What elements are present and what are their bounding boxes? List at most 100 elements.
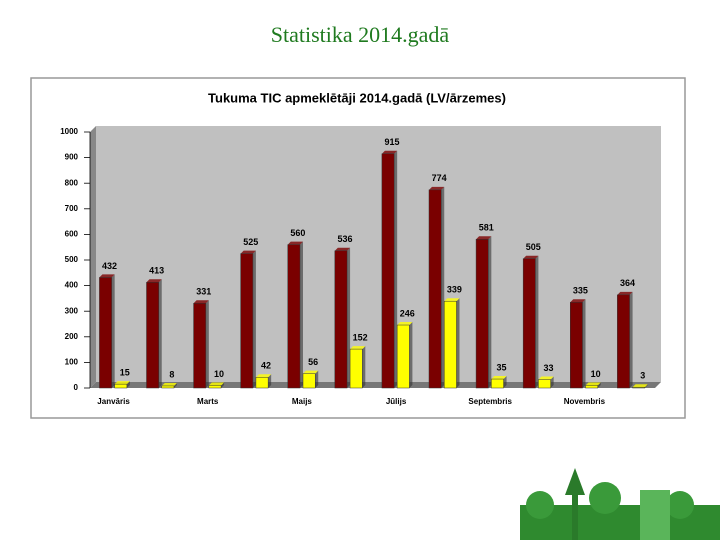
bar-top [617, 291, 633, 295]
bar [428, 189, 442, 389]
value-label: 3 [640, 371, 645, 381]
bar-top [302, 370, 319, 374]
bar [617, 294, 630, 389]
y-tick-label: 800 [65, 178, 79, 187]
value-label: 152 [353, 332, 368, 342]
bar [302, 373, 316, 389]
value-label: 10 [591, 369, 601, 379]
x-tick-label: Jūlijs [386, 397, 407, 406]
floor [90, 382, 661, 388]
value-label: 10 [214, 369, 224, 379]
bar-side [456, 298, 460, 388]
bar [161, 385, 175, 389]
y-tick-label: 500 [65, 255, 79, 264]
bar-side [362, 346, 366, 388]
value-label: 56 [308, 357, 318, 367]
y-tick-label: 100 [65, 358, 79, 367]
value-label: 915 [385, 137, 400, 147]
bar-top [570, 299, 586, 303]
bar-side [644, 384, 648, 388]
bar [334, 250, 348, 389]
value-label: 33 [544, 363, 554, 373]
value-label: 774 [432, 173, 447, 183]
bar [349, 348, 363, 389]
bar-top [632, 384, 648, 388]
value-label: 581 [479, 223, 494, 233]
bar-top [523, 255, 539, 259]
bar-side [205, 300, 209, 388]
value-label: 505 [526, 242, 541, 252]
bar-side [582, 299, 586, 388]
bar-side [315, 370, 319, 388]
bar [146, 282, 159, 389]
bar-side [597, 382, 601, 388]
y-tick-label: 900 [65, 153, 79, 162]
bar-top [397, 322, 413, 326]
footer-art [520, 468, 720, 540]
bar [255, 376, 269, 389]
side-wall [90, 126, 96, 388]
bar-side [221, 382, 225, 388]
y-tick-label: 1000 [60, 127, 78, 136]
bar [585, 385, 598, 389]
value-label: 339 [447, 285, 462, 295]
bar-side [347, 247, 351, 388]
value-label: 331 [196, 287, 211, 297]
bar [570, 301, 583, 389]
value-label: 525 [243, 237, 258, 247]
bar-top [491, 376, 507, 380]
x-tick-label: Maijs [292, 397, 313, 406]
value-label: 35 [496, 362, 506, 372]
bar [208, 385, 222, 389]
bar-top [429, 186, 445, 190]
value-label: 560 [290, 228, 305, 238]
bar-top [193, 300, 209, 304]
bar-top [444, 298, 460, 302]
bar-top [381, 150, 398, 154]
bar-side [535, 255, 539, 388]
bar-top [208, 382, 225, 386]
plot-wall [96, 126, 661, 382]
x-tick-label: Marts [197, 397, 219, 406]
bar [475, 239, 489, 389]
bar-side [173, 382, 177, 388]
bar [381, 153, 395, 389]
value-label: 246 [400, 308, 415, 318]
bar-side [629, 291, 633, 388]
bar-side [252, 250, 256, 388]
y-tick-label: 0 [74, 383, 79, 392]
bar-side [441, 186, 445, 388]
bar [522, 258, 536, 389]
bar-side [409, 322, 413, 388]
x-tick-label: Janvāris [97, 397, 130, 406]
y-tick-label: 400 [65, 281, 79, 290]
bar [240, 253, 254, 389]
bar-top [99, 274, 115, 278]
value-label: 42 [261, 361, 271, 371]
value-label: 413 [149, 266, 164, 276]
value-label: 364 [620, 278, 635, 288]
x-tick-label: Novembris [564, 397, 606, 406]
bar-top [287, 241, 303, 245]
bar-top [476, 236, 492, 240]
y-tick-label: 200 [65, 332, 79, 341]
slide-title: Statistika 2014.gadā [271, 22, 450, 47]
bar [632, 386, 646, 389]
chart-title: Tukuma TIC apmeklētāji 2014.gadā (LV/ārz… [208, 90, 506, 105]
bar-top [538, 376, 554, 380]
value-label: 536 [337, 234, 352, 244]
x-tick-label: Septembris [468, 397, 512, 406]
bar [287, 244, 301, 389]
bar-side [268, 374, 272, 388]
bar [443, 300, 457, 389]
bar [538, 379, 551, 389]
bar-top [161, 382, 177, 386]
value-label: 335 [573, 286, 588, 296]
bar-side [550, 376, 554, 388]
bar [99, 277, 112, 389]
bar-top [334, 247, 351, 251]
bar-top [146, 279, 162, 283]
bar-side [394, 150, 398, 388]
